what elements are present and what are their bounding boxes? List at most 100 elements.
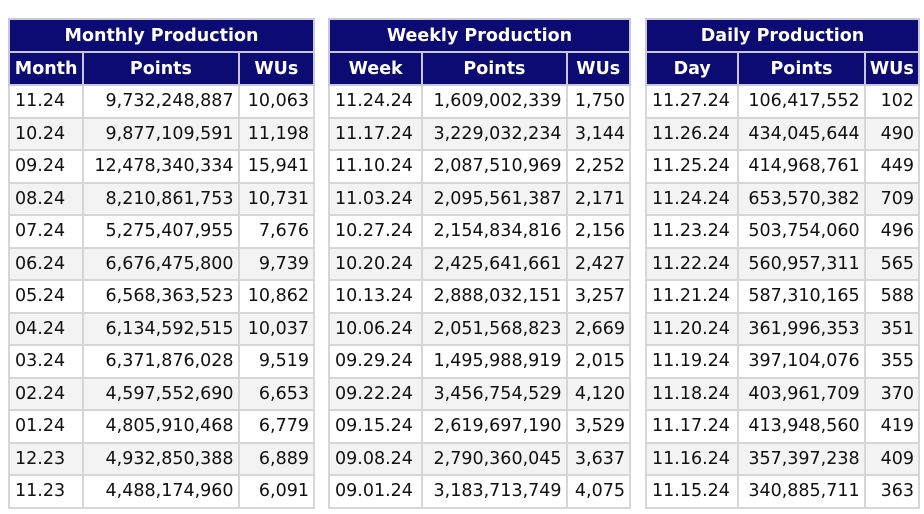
table-row: 09.08.24 2,790,360,045 3,637 [327,441,632,476]
table-title: Daily Production [645,18,920,53]
table-row: 10.27.24 2,154,834,816 2,156 [327,214,632,249]
column-header-week: Week [327,51,424,86]
table-row: 11.19.24 397,104,076 355 [644,344,921,379]
date-cell: 09.01.24 [327,474,424,509]
wus-cell: 709 [863,181,921,216]
wus-cell: 3,257 [565,279,632,314]
wus-cell: 6,653 [237,376,316,411]
points-cell: 12,478,340,334 [82,149,240,184]
date-cell: 05.24 [7,279,85,314]
points-cell: 340,885,711 [737,474,866,509]
table-row: 11.20.24 361,996,353 351 [644,311,921,346]
date-cell: 08.24 [7,181,85,216]
points-cell: 6,371,876,028 [82,344,240,379]
points-cell: 9,732,248,887 [82,84,240,119]
date-cell: 01.24 [7,409,85,444]
points-cell: 413,948,560 [737,409,866,444]
table-row: 11.18.24 403,961,709 370 [644,376,921,411]
points-cell: 2,425,641,661 [421,246,568,281]
points-cell: 3,183,713,749 [421,474,568,509]
points-cell: 3,229,032,234 [421,116,568,151]
date-cell: 02.24 [7,376,85,411]
points-cell: 2,888,032,151 [421,279,568,314]
table-row: 11.03.24 2,095,561,387 2,171 [327,181,632,216]
wus-cell: 2,171 [565,181,632,216]
table-row: 11.25.24 414,968,761 449 [644,149,921,184]
table-row: 12.23 4,932,850,388 6,889 [7,441,316,476]
date-cell: 11.03.24 [327,181,424,216]
table-row: 01.24 4,805,910,468 6,779 [7,409,316,444]
wus-cell: 4,075 [565,474,632,509]
date-cell: 11.24.24 [644,181,740,216]
table-row: 08.24 8,210,861,753 10,731 [7,181,316,216]
points-cell: 3,456,754,529 [421,376,568,411]
wus-cell: 10,037 [237,311,316,346]
table-row: 11.22.24 560,957,311 565 [644,246,921,281]
points-cell: 357,397,238 [737,441,866,476]
date-cell: 11.19.24 [644,344,740,379]
points-cell: 4,597,552,690 [82,376,240,411]
wus-cell: 10,731 [237,181,316,216]
points-cell: 587,310,165 [737,279,866,314]
wus-cell: 363 [863,474,921,509]
table-row: 11.24 9,732,248,887 10,063 [7,84,316,119]
date-cell: 10.20.24 [327,246,424,281]
points-cell: 6,568,363,523 [82,279,240,314]
wus-cell: 11,198 [237,116,316,151]
wus-cell: 355 [863,344,921,379]
date-cell: 09.08.24 [327,441,424,476]
table-row: 05.24 6,568,363,523 10,862 [7,279,316,314]
points-cell: 6,134,592,515 [82,311,240,346]
column-header-day: Day [644,51,740,86]
table-row: 11.16.24 357,397,238 409 [644,441,921,476]
points-cell: 8,210,861,753 [82,181,240,216]
table-row: 11.24.24 1,609,002,339 1,750 [327,84,632,119]
wus-cell: 2,669 [565,311,632,346]
date-cell: 11.25.24 [644,149,740,184]
date-cell: 09.22.24 [327,376,424,411]
date-cell: 11.20.24 [644,311,740,346]
points-cell: 6,676,475,800 [82,246,240,281]
table-row: 07.24 5,275,407,955 7,676 [7,214,316,249]
points-cell: 1,609,002,339 [421,84,568,119]
points-cell: 414,968,761 [737,149,866,184]
date-cell: 11.17.24 [644,409,740,444]
table-row: 03.24 6,371,876,028 9,519 [7,344,316,379]
weekly-production-table: Weekly Production Week Points WUs 11.24.… [327,18,632,509]
table-row: 11.26.24 434,045,644 490 [644,116,921,151]
points-cell: 403,961,709 [737,376,866,411]
points-cell: 397,104,076 [737,344,866,379]
points-cell: 560,957,311 [737,246,866,281]
points-cell: 1,495,988,919 [421,344,568,379]
date-cell: 11.24 [7,84,85,119]
wus-cell: 9,739 [237,246,316,281]
points-cell: 2,154,834,816 [421,214,568,249]
date-cell: 09.15.24 [327,409,424,444]
date-cell: 12.23 [7,441,85,476]
monthly-production-table: Monthly Production Month Points WUs 11.2… [7,18,316,509]
date-cell: 11.23.24 [644,214,740,249]
date-cell: 11.10.24 [327,149,424,184]
column-header-wus: WUs [863,51,921,86]
points-cell: 2,790,360,045 [421,441,568,476]
date-cell: 11.23 [7,474,85,509]
date-cell: 11.17.24 [327,116,424,151]
table-row: 10.13.24 2,888,032,151 3,257 [327,279,632,314]
table-row: 10.24 9,877,109,591 11,198 [7,116,316,151]
date-cell: 11.16.24 [644,441,740,476]
wus-cell: 565 [863,246,921,281]
points-cell: 361,996,353 [737,311,866,346]
points-cell: 4,932,850,388 [82,441,240,476]
date-cell: 11.18.24 [644,376,740,411]
date-cell: 10.06.24 [327,311,424,346]
table-row: 11.27.24 106,417,552 102 [644,84,921,119]
wus-cell: 2,156 [565,214,632,249]
table-row: 11.15.24 340,885,711 363 [644,474,921,509]
wus-cell: 449 [863,149,921,184]
points-cell: 2,051,568,823 [421,311,568,346]
date-cell: 09.29.24 [327,344,424,379]
wus-cell: 2,015 [565,344,632,379]
table-row: 09.24 12,478,340,334 15,941 [7,149,316,184]
wus-cell: 490 [863,116,921,151]
table-row: 09.22.24 3,456,754,529 4,120 [327,376,632,411]
